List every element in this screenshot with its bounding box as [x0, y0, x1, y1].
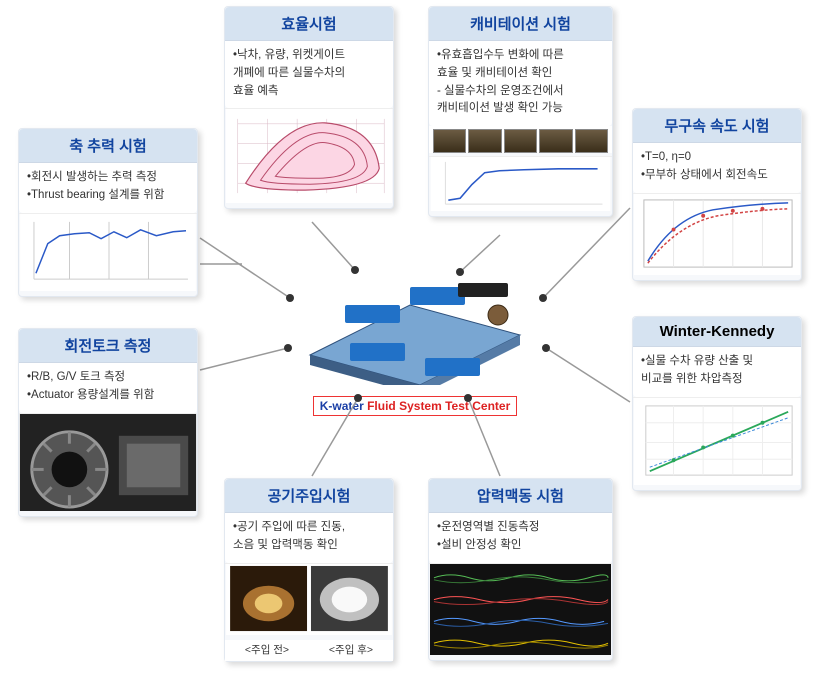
center-unit: K-water Fluid System Test Center — [290, 265, 540, 416]
card-winter-kennedy: Winter-Kennedy •실물 수차 유량 산출 및 비교를 위한 차압측… — [632, 316, 802, 491]
text: •운전영역별 진동측정 — [437, 519, 604, 537]
card-air-injection: 공기주입시험 •공기 주입에 따른 진동, 소음 및 압력맥동 확인 <주입 전… — [224, 478, 394, 662]
efficiency-map-chart — [225, 108, 393, 203]
caption-after: <주입 후> — [329, 642, 373, 657]
card-torque-title: 회전토크 측정 — [19, 329, 197, 363]
center-label-kw: K-water — [320, 399, 364, 413]
cavitation-thumb-row — [429, 126, 612, 153]
caption-before: <주입 전> — [245, 642, 289, 657]
card-pressure-pulsation-body: •운전영역별 진동측정 •설비 안정성 확인 — [429, 513, 612, 563]
card-cavitation: 캐비테이션 시험 •유효흡입수두 변화에 따른 효율 및 캐비테이션 확인 - … — [428, 6, 613, 217]
card-winter-kennedy-title: Winter-Kennedy — [633, 317, 801, 347]
text: •공기 주입에 따른 진동, — [233, 519, 385, 537]
text: - 실물수차의 운영조건에서 — [437, 83, 604, 101]
runaway-speed-chart — [633, 193, 801, 275]
card-efficiency-title: 효율시험 — [225, 7, 393, 41]
card-torque: 회전토크 측정 •R/B, G/V 토크 측정 •Actuator 용량설계를 … — [18, 328, 198, 517]
card-runaway-speed-body: •T=0, η=0 •무부하 상태에서 회전속도 — [633, 143, 801, 193]
text: 소음 및 압력맥동 확인 — [233, 537, 385, 555]
card-cavitation-body: •유효흡입수두 변화에 따른 효율 및 캐비테이션 확인 - 실물수차의 운영조… — [429, 41, 612, 126]
air-injection-captions: <주입 전> <주입 후> — [225, 640, 393, 661]
text: 개폐에 따른 실물수차의 — [233, 65, 385, 83]
text: 캐비테이션 발생 확인 가능 — [437, 100, 604, 118]
air-injection-photos — [225, 563, 393, 635]
card-runaway-speed-title: 무구속 속도 시험 — [633, 109, 801, 143]
card-efficiency-body: •낙차, 유량, 위켓게이트 개폐에 따른 실물수차의 효율 예측 — [225, 41, 393, 108]
text: •R/B, G/V 토크 측정 — [27, 369, 189, 387]
text: •유효흡입수두 변화에 따른 — [437, 47, 604, 65]
text: 효율 및 캐비테이션 확인 — [437, 65, 604, 83]
text: 비교를 위한 차압측정 — [641, 371, 793, 389]
text: •Actuator 용량설계를 위함 — [27, 387, 189, 405]
card-pressure-pulsation: 압력맥동 시험 •운전영역별 진동측정 •설비 안정성 확인 — [428, 478, 613, 661]
card-cavitation-title: 캐비테이션 시험 — [429, 7, 612, 41]
center-label: K-water Fluid System Test Center — [313, 396, 518, 416]
torque-photo — [19, 413, 197, 511]
center-illustration — [290, 265, 540, 385]
text: •실물 수차 유량 산출 및 — [641, 353, 793, 371]
text: 효율 예측 — [233, 83, 385, 101]
text: •무부하 상태에서 회전속도 — [641, 167, 793, 185]
card-air-injection-title: 공기주입시험 — [225, 479, 393, 513]
card-thrust: 축 추력 시험 •회전시 발생하는 추력 측정 •Thrust bearing … — [18, 128, 198, 297]
card-winter-kennedy-body: •실물 수차 유량 산출 및 비교를 위한 차압측정 — [633, 347, 801, 397]
card-air-injection-body: •공기 주입에 따른 진동, 소음 및 압력맥동 확인 — [225, 513, 393, 563]
winter-kennedy-chart — [633, 397, 801, 485]
thrust-line-chart — [19, 213, 197, 291]
center-label-fl: Fluid System Test Center — [367, 399, 510, 413]
card-efficiency: 효율시험 •낙차, 유량, 위켓게이트 개폐에 따른 실물수차의 효율 예측 — [224, 6, 394, 209]
text: •낙차, 유량, 위켓게이트 — [233, 47, 385, 65]
card-thrust-title: 축 추력 시험 — [19, 129, 197, 163]
card-runaway-speed: 무구속 속도 시험 •T=0, η=0 •무부하 상태에서 회전속도 — [632, 108, 802, 281]
card-thrust-body: •회전시 발생하는 추력 측정 •Thrust bearing 설계를 위함 — [19, 163, 197, 213]
card-torque-body: •R/B, G/V 토크 측정 •Actuator 용량설계를 위함 — [19, 363, 197, 413]
text: •T=0, η=0 — [641, 149, 793, 167]
text: •설비 안정성 확인 — [437, 537, 604, 555]
text: •Thrust bearing 설계를 위함 — [27, 187, 189, 205]
card-pressure-pulsation-title: 압력맥동 시험 — [429, 479, 612, 513]
text: •회전시 발생하는 추력 측정 — [27, 169, 189, 187]
pressure-spectra-chart — [429, 563, 612, 655]
cavitation-curve-chart — [429, 156, 612, 211]
